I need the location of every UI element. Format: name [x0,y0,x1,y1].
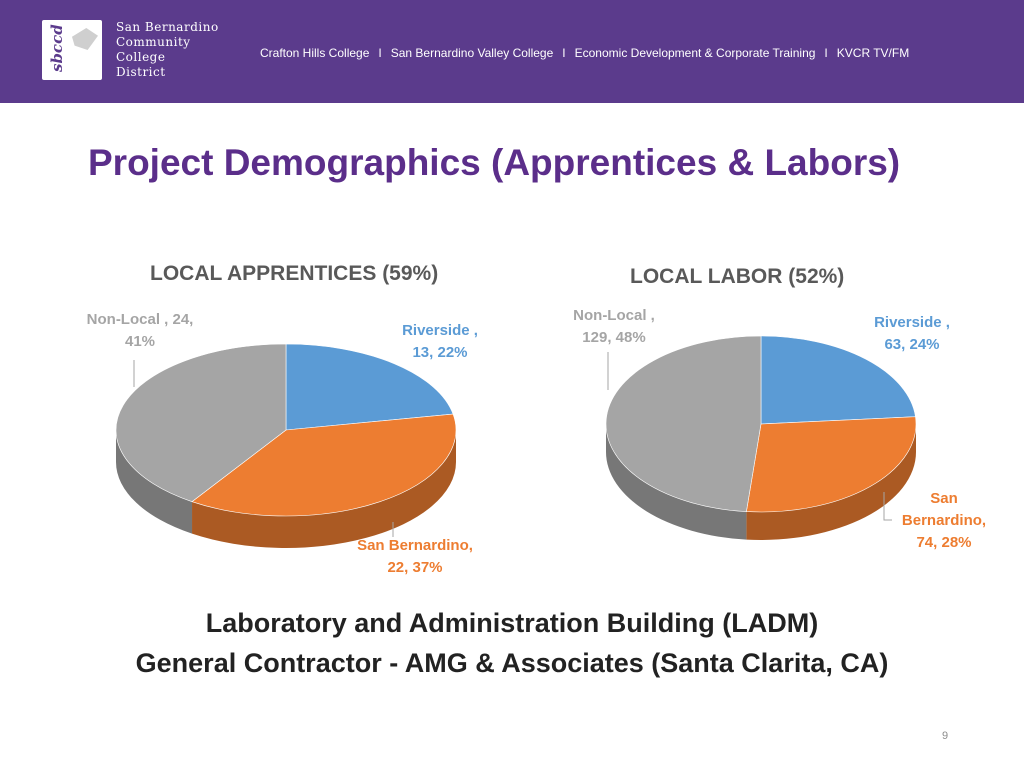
data-label-apprentices-san-bernardino: San Bernardino, 22, 37% [340,535,490,579]
data-label-line: Non-Local , 24, [86,311,194,328]
data-label-labor-riverside: Riverside , 63, 24% [862,312,962,356]
data-label-line: 22, 37% [387,559,443,576]
pie-slice-labor-riverside [760,335,916,425]
data-label-line: 13, 22% [412,344,468,361]
building-name: Laboratory and Administration Building (… [205,608,819,638]
header-banner: sbccd San Bernardino Community College D… [0,0,1024,103]
data-label-apprentices-non-local: Non-Local , 24, 41% [70,309,210,353]
data-label-line: 63, 24% [884,336,940,353]
college-crafton-hills: Crafton Hills College [260,46,370,60]
org-name-line: District [116,65,166,79]
page-number: 9 [941,730,949,742]
leader-line-labor-san-bernardino [883,492,892,521]
data-label-line: San [930,490,958,507]
separator: I [824,46,828,60]
data-label-line: San Bernardino, [357,537,473,554]
data-label-line: 41% [124,333,156,350]
college-sbvc: San Bernardino Valley College [390,46,554,60]
general-contractor: General Contractor - AMG & Associates (S… [135,648,889,678]
college-edct: Economic Development & Corporate Trainin… [574,46,816,60]
pie-side-apprentices-san-bernardino [192,430,456,548]
org-name-line: Community [116,35,191,49]
pie-slice-apprentices-san-bernardino [191,413,457,517]
slide-title: Project Demographics (Apprentices & Labo… [88,142,901,183]
graduation-cap-icon [72,28,98,50]
separator: I [562,46,566,60]
data-label-labor-san-bernardino: San Bernardino, 74, 28% [884,488,1004,554]
college-list: Crafton Hills College I San Bernardino Val… [260,46,1020,60]
pie-slice-labor-san-bernardino [746,416,917,513]
chart-title-labor: LOCAL LABOR (52%) [630,265,845,288]
data-label-apprentices-riverside: Riverside , 13, 22% [392,320,488,364]
pie-side-labor-san-bernardino [746,424,917,540]
org-name-line: San Bernardino [116,20,219,34]
org-name-line: College [116,50,166,64]
sbccd-logo: sbccd [42,20,102,80]
pie-slice-apprentices-riverside [285,343,454,431]
data-label-labor-non-local: Non-Local , 129, 48% [558,305,670,349]
pie-side-labor-non-local [606,424,747,540]
org-name: San Bernardino Community College Distric… [116,20,256,80]
separator: I [378,46,382,60]
pie-side-apprentices-non-local [116,430,193,534]
data-label-line: Bernardino, [901,512,987,529]
chart-title-apprentices: LOCAL APPRENTICES (59%) [150,262,439,285]
data-label-line: Non-Local , [573,307,655,324]
data-label-line: Riverside , [402,322,478,339]
pie-slice-apprentices-non-local [115,343,287,503]
data-label-line: 129, 48% [582,329,646,346]
pie-slice-labor-non-local [605,335,762,512]
college-kvcr: KVCR TV/FM [836,46,910,60]
data-label-line: 74, 28% [916,534,972,551]
data-label-line: Riverside , [874,314,950,331]
